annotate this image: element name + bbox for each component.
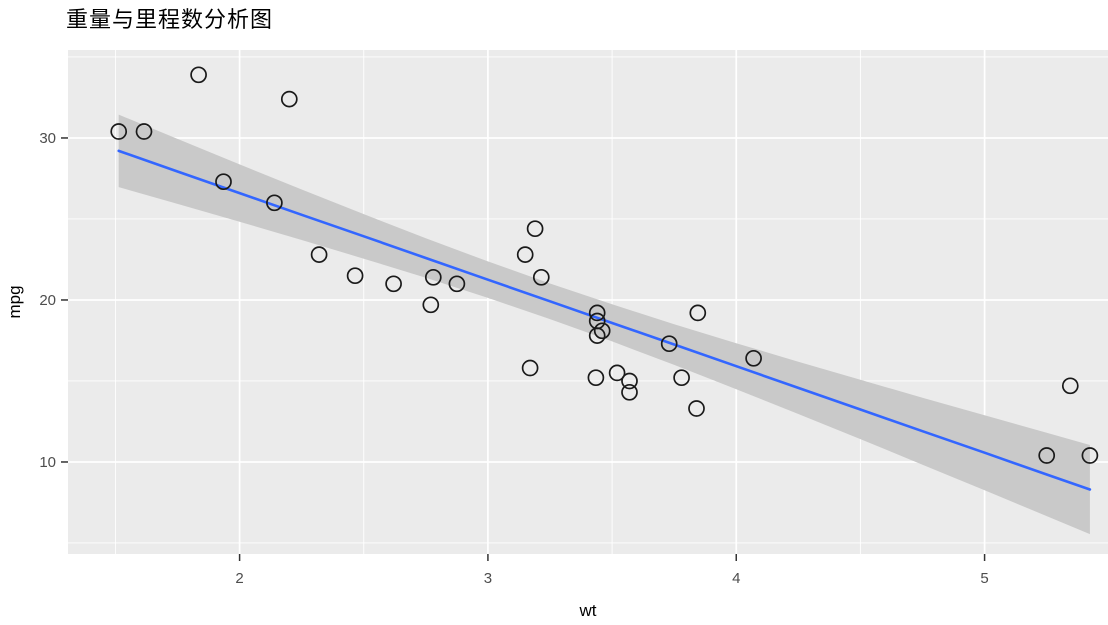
data-point: [1038, 447, 1056, 464]
data-point: [1081, 447, 1099, 464]
data-point: [516, 246, 534, 263]
x-tick-label: 5: [980, 570, 988, 587]
data-point: [588, 304, 606, 322]
data-point: [424, 268, 442, 286]
data-point: [621, 372, 638, 390]
y-tick-label: 30: [39, 130, 56, 147]
data-point: [1061, 377, 1079, 395]
data-point: [110, 123, 128, 140]
data-point: [526, 220, 544, 238]
data-point: [448, 275, 466, 293]
data-point: [621, 383, 638, 401]
y-axis-title: mpg: [5, 285, 24, 318]
data-point: [422, 296, 440, 314]
x-axis-title: wt: [579, 601, 597, 620]
data-point: [215, 173, 232, 191]
data-point: [190, 66, 207, 84]
data-point: [593, 322, 611, 340]
chart-title: 重量与里程数分析图: [66, 7, 274, 32]
data-point: [280, 90, 298, 108]
data-point: [689, 304, 707, 322]
data-point: [532, 268, 550, 286]
data-point: [135, 123, 153, 140]
x-tick-label: 3: [484, 570, 492, 587]
x-tick-label: 2: [235, 570, 243, 587]
data-point: [385, 275, 402, 293]
y-tick-label: 20: [39, 292, 56, 309]
data-point: [673, 369, 690, 387]
data-point: [745, 349, 762, 367]
data-point: [266, 194, 283, 212]
y-tick-label: 10: [39, 454, 56, 471]
data-point: [587, 369, 605, 387]
data-point: [608, 364, 626, 382]
data-point: [688, 400, 705, 417]
data-point: [346, 267, 364, 285]
data-point: [521, 359, 539, 377]
data-point: [660, 335, 678, 353]
data-point: [588, 327, 606, 344]
x-tick-label: 4: [732, 570, 740, 587]
data-point: [310, 246, 328, 263]
